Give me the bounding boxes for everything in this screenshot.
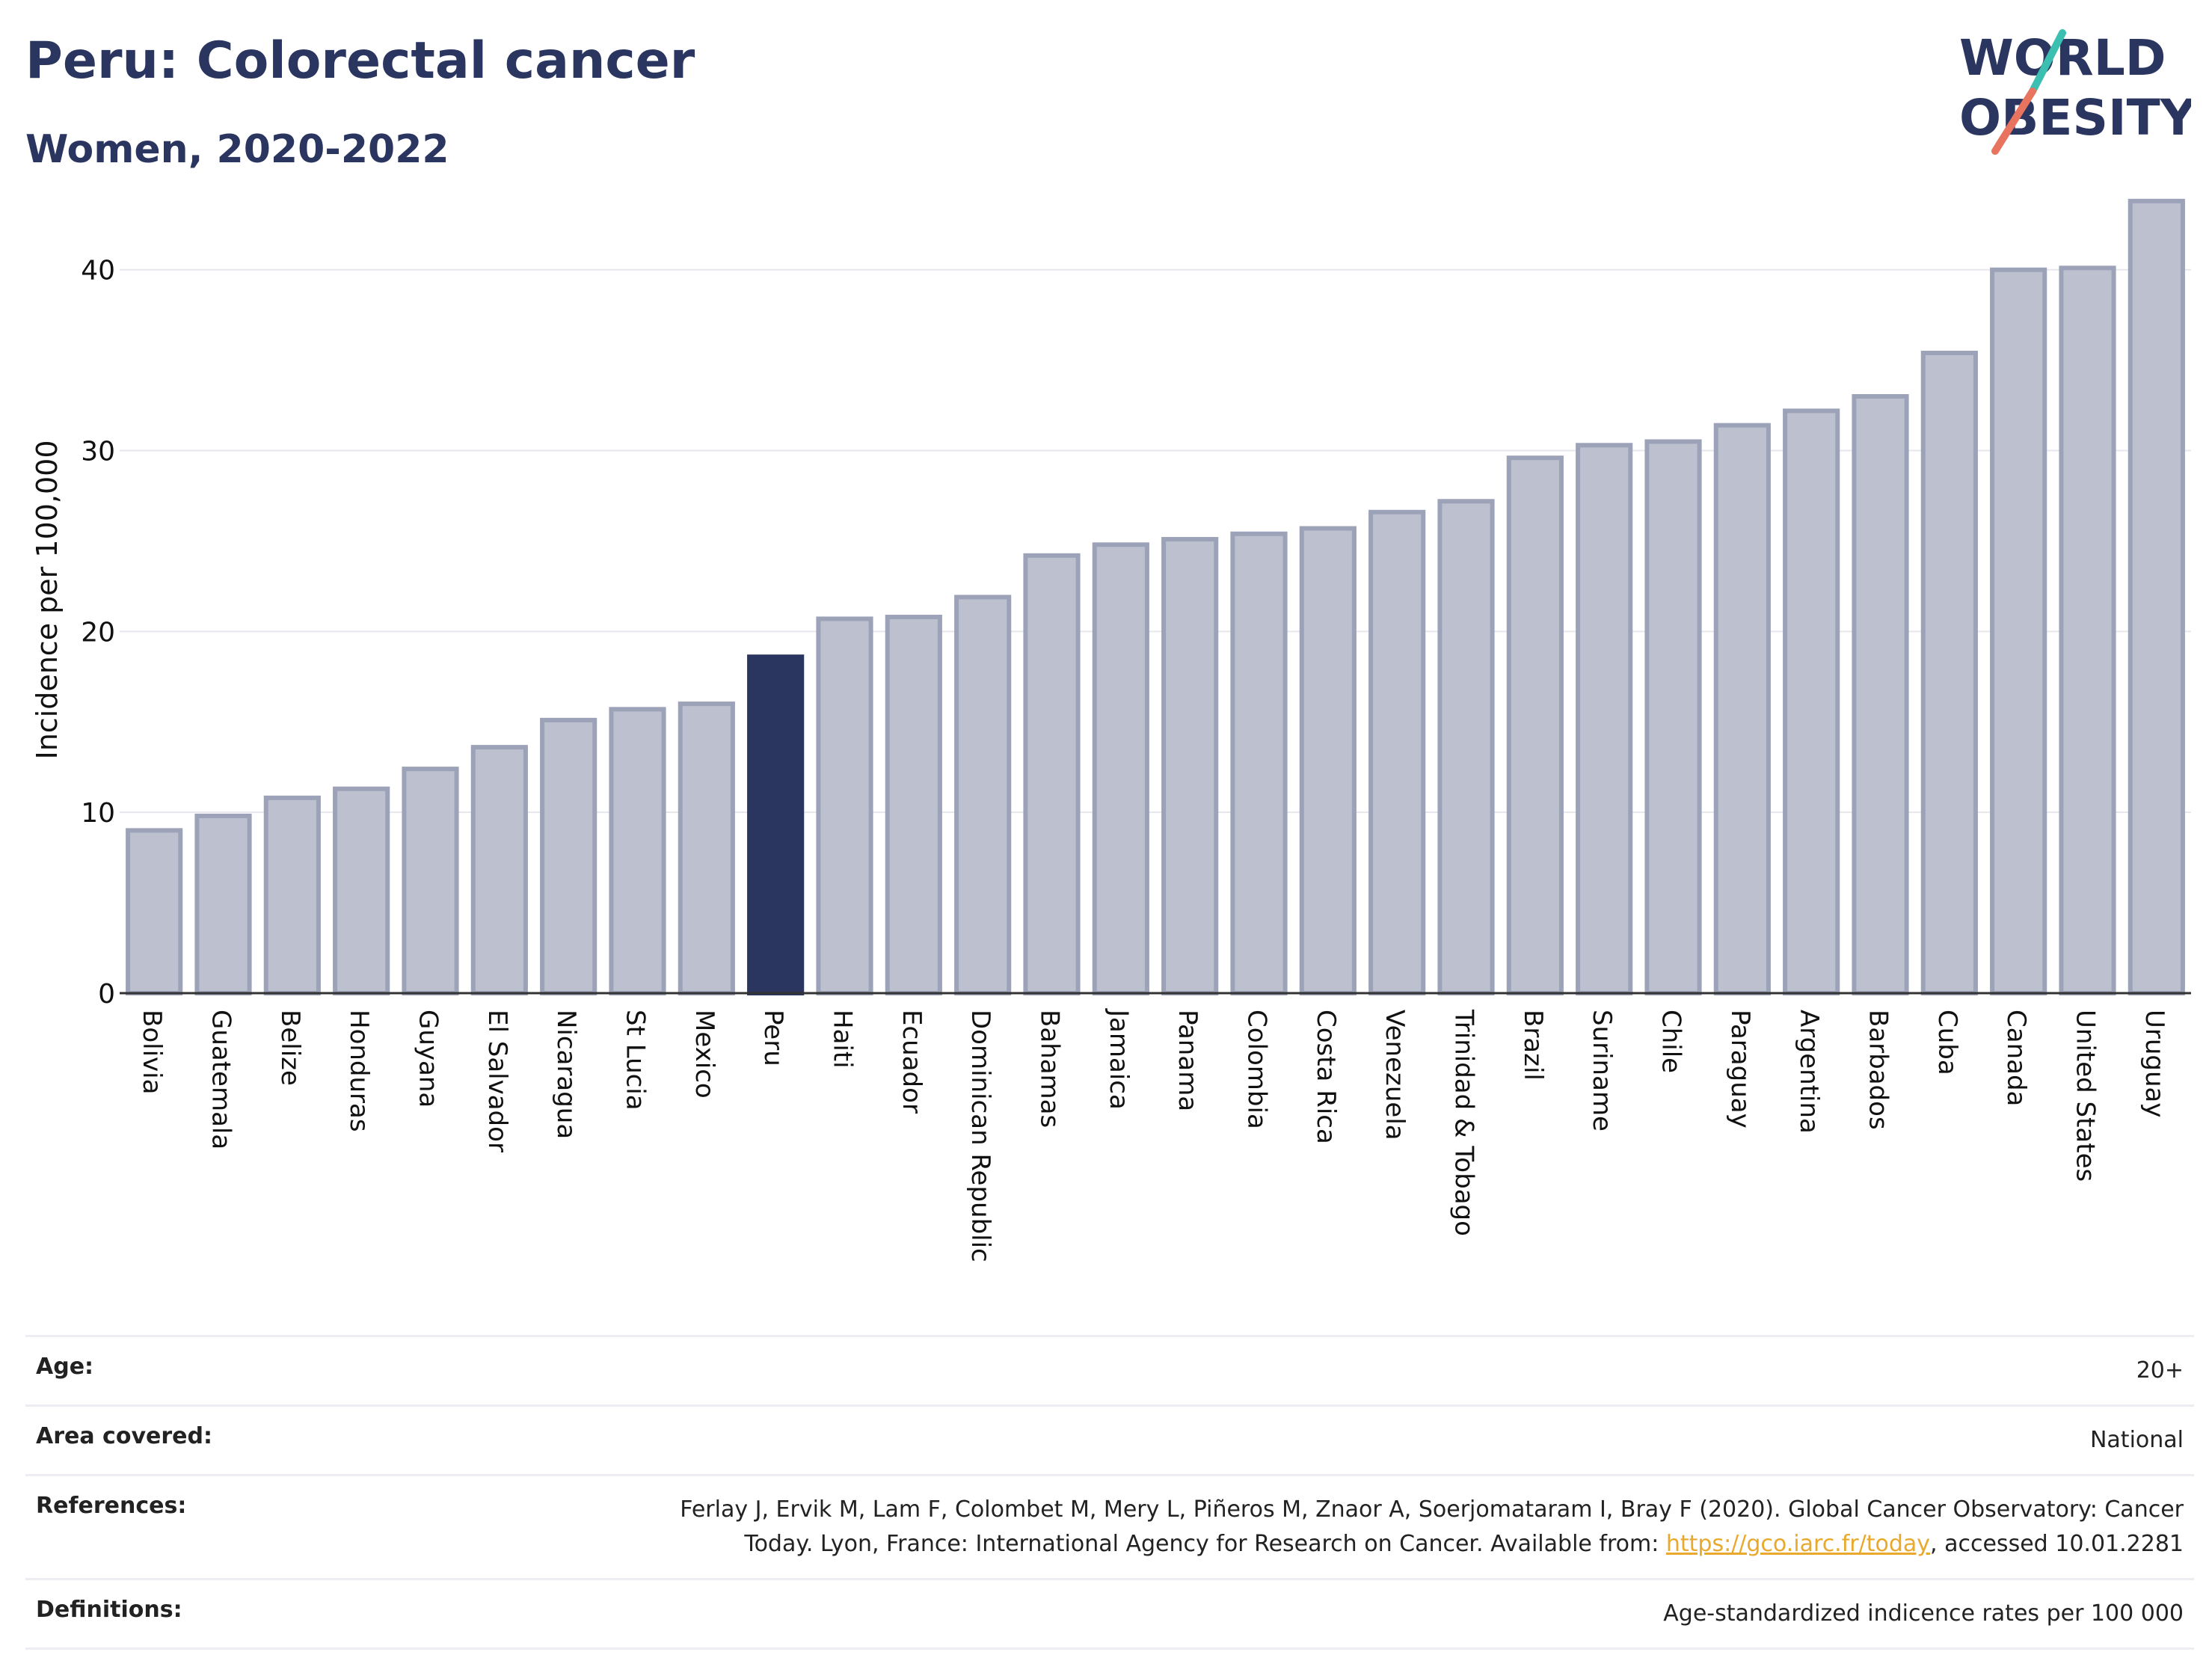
x-tick-label: Argentina	[1794, 1010, 1824, 1134]
x-tick-label: Haiti	[828, 1010, 858, 1069]
bar[interactable]	[1644, 439, 1702, 995]
meta-row-references: References: Ferlay J, Ervik M, Lam F, Co…	[25, 1474, 2194, 1578]
x-tick-label: Cuba	[1932, 1010, 1962, 1075]
bar[interactable]	[1437, 499, 1495, 995]
bar[interactable]	[402, 767, 459, 996]
bar[interactable]	[678, 701, 735, 995]
bar[interactable]	[2059, 265, 2116, 995]
logo-accent-coral	[1991, 87, 2036, 155]
bar[interactable]	[1299, 526, 1357, 995]
meta-row-definitions: Definitions: Age-standardized indicence …	[25, 1578, 2194, 1650]
x-tick-label: Trinidad & Tobago	[1449, 1009, 1479, 1236]
logo-line2: OBESITY	[1959, 89, 2191, 147]
x-tick-label: Colombia	[1242, 1010, 1272, 1129]
bar[interactable]	[540, 717, 597, 995]
x-tick-label: Costa Rica	[1311, 1010, 1341, 1144]
bar[interactable]	[816, 616, 873, 995]
bar-highlight[interactable]	[747, 654, 805, 996]
area-value: National	[2089, 1427, 2184, 1453]
page-subtitle: Women, 2020-2022	[25, 127, 449, 172]
y-tick-label: 30	[81, 437, 115, 467]
gridlines	[120, 268, 2191, 814]
bar[interactable]	[1506, 455, 1564, 995]
world-obesity-logo: WORLD OBESITY	[1959, 29, 2191, 155]
x-tick-label: Dominican Republic	[965, 1010, 995, 1262]
x-tick-label: Canada	[2001, 1010, 2031, 1106]
x-tick-label: St Lucia	[621, 1010, 651, 1111]
x-tick-label: Ecuador	[897, 1010, 927, 1114]
x-tick-label: United States	[2071, 1010, 2101, 1182]
x-tick-labels: Bolivia Guatemala Belize Honduras Guyana El S…	[137, 1008, 2169, 1262]
bar[interactable]	[1920, 350, 1978, 995]
x-tick-label: Bahamas	[1035, 1010, 1065, 1128]
x-tick-label: Uruguay	[2139, 1010, 2169, 1118]
bar[interactable]	[1023, 553, 1081, 995]
x-tick-label: Nicaragua	[551, 1010, 581, 1139]
x-tick-label: Mexico	[689, 1010, 719, 1099]
x-tick-label: Venezuela	[1380, 1010, 1410, 1140]
x-tick-label: Guatemala	[206, 1010, 236, 1149]
bar[interactable]	[609, 707, 666, 995]
bar[interactable]	[1990, 267, 2047, 995]
bar-chart: 0 10 20 30 40 Bolivia Guatemala Belize Honduras…	[31, 198, 2191, 1262]
x-tick-label: Bolivia	[137, 1010, 167, 1094]
definitions-label: Definitions:	[36, 1597, 182, 1623]
bar[interactable]	[470, 745, 528, 995]
x-tick-label: Barbados	[1864, 1010, 1893, 1130]
page-title: Peru: Colorectal cancer	[25, 31, 695, 90]
y-tick-label: 20	[81, 617, 115, 648]
bar[interactable]	[1713, 423, 1771, 995]
references-text-2: Today. Lyon, France: International Agenc…	[744, 1531, 1666, 1557]
bar[interactable]	[1230, 531, 1288, 995]
bar[interactable]	[885, 615, 942, 995]
references-link[interactable]: https://gco.iarc.fr/today	[1665, 1531, 1931, 1557]
bars	[126, 198, 2185, 996]
x-tick-label: Brazil	[1518, 1010, 1548, 1081]
x-tick-label: Suriname	[1587, 1010, 1617, 1132]
age-value: 20+	[2136, 1357, 2184, 1384]
bar[interactable]	[126, 828, 183, 996]
bar[interactable]	[1092, 542, 1149, 995]
bar[interactable]	[333, 786, 390, 996]
x-tick-label: Panama	[1173, 1010, 1202, 1111]
y-axis-label: Incidence per 100,000	[31, 440, 64, 759]
bar[interactable]	[1783, 408, 1840, 995]
x-tick-label: Chile	[1656, 1010, 1686, 1073]
bar[interactable]	[2127, 198, 2185, 996]
y-tick-labels: 0 10 20 30 40	[81, 256, 115, 1010]
x-tick-label: Honduras	[344, 1010, 374, 1132]
x-tick-label: El Salvador	[482, 1010, 512, 1152]
references-value: Ferlay J, Ervik M, Lam F, Colombet M, Me…	[680, 1493, 2184, 1562]
x-tick-label: Guyana	[414, 1010, 443, 1108]
definitions-value: Age-standardized indicence rates per 100…	[1663, 1600, 2184, 1627]
bar[interactable]	[1576, 443, 1633, 995]
bar[interactable]	[1368, 509, 1426, 995]
bar[interactable]	[263, 795, 321, 995]
meta-row-area: Area covered: National	[25, 1404, 2194, 1474]
y-tick-label: 0	[98, 979, 115, 1010]
bar[interactable]	[954, 595, 1012, 995]
age-label: Age:	[36, 1354, 94, 1380]
references-label: References:	[36, 1493, 187, 1519]
area-label: Area covered:	[36, 1423, 212, 1449]
references-text-3: , accessed 10.01.2281	[1930, 1531, 2184, 1557]
meta-row-age: Age: 20+	[25, 1335, 2194, 1404]
bar[interactable]	[1161, 537, 1219, 995]
x-tick-label: Jamaica	[1104, 1008, 1134, 1110]
y-tick-label: 10	[81, 798, 115, 829]
bar[interactable]	[1852, 394, 1909, 995]
x-tick-label: Peru	[758, 1010, 788, 1066]
x-tick-label: Paraguay	[1725, 1010, 1755, 1129]
metadata-table: Age: 20+ Area covered: National Referenc…	[25, 1335, 2194, 1650]
x-tick-label: Belize	[275, 1010, 305, 1086]
references-text-1: Ferlay J, Ervik M, Lam F, Colombet M, Me…	[680, 1496, 2184, 1523]
bar[interactable]	[194, 814, 252, 995]
logo-accent-teal	[2029, 29, 2066, 95]
y-tick-label: 40	[81, 256, 115, 286]
